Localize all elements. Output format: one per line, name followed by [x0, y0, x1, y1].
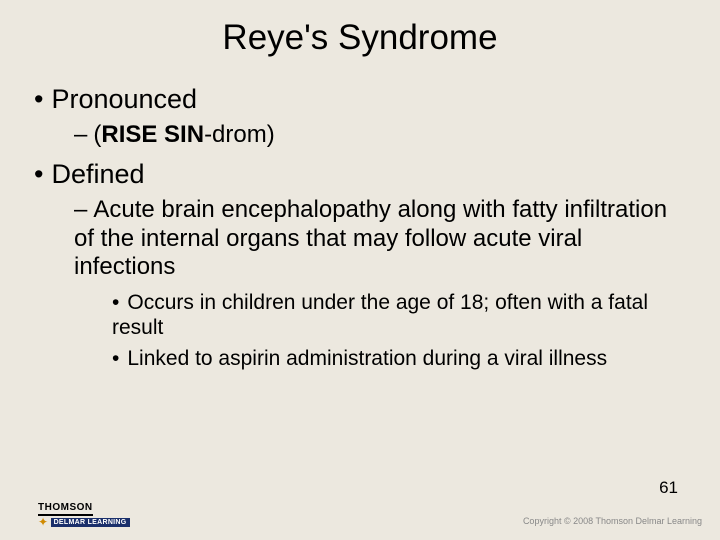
bullet-icon: • — [34, 84, 43, 114]
copyright-text: Copyright © 2008 Thomson Delmar Learning — [523, 516, 702, 526]
sub-bullet-linked: • Linked to aspirin administration during… — [112, 347, 686, 372]
dash-icon: – — [74, 196, 87, 223]
dash-icon: – — [74, 121, 87, 148]
sub-bullet-occurs: •Occurs in children under the age of 18;… — [112, 291, 686, 341]
pronunciation-line: –(RISE SIN-drom) — [74, 121, 686, 149]
definition-text: Acute brain encephalopathy along with fa… — [74, 196, 667, 280]
lvl3-text: Occurs in children under the age of 18; … — [112, 291, 648, 339]
footer: THOMSON ✦ DELMAR LEARNING Copyright © 20… — [0, 490, 720, 532]
star-icon: ✦ — [38, 515, 48, 529]
bullet-icon: • — [34, 159, 43, 189]
definition-line: –Acute brain encephalopathy along with f… — [74, 196, 686, 281]
bullet-pronounced: • Pronounced — [34, 84, 686, 115]
logo-bottom-text: DELMAR LEARNING — [51, 518, 130, 527]
pron-bold: RISE SIN — [101, 121, 204, 148]
lvl1-text: Pronounced — [51, 84, 197, 114]
bullet-icon: • — [112, 291, 119, 314]
lvl1-text: Defined — [51, 159, 144, 189]
bullet-defined: • Defined — [34, 159, 686, 190]
lvl3-text: Linked to aspirin administration during … — [127, 347, 607, 370]
bullet-icon: • — [112, 347, 119, 370]
pron-rest: -drom) — [204, 121, 275, 148]
slide-title: Reye's Syndrome — [34, 18, 686, 58]
slide: Reye's Syndrome • Pronounced –(RISE SIN-d… — [0, 0, 720, 540]
publisher-logo: THOMSON ✦ DELMAR LEARNING — [38, 503, 130, 528]
